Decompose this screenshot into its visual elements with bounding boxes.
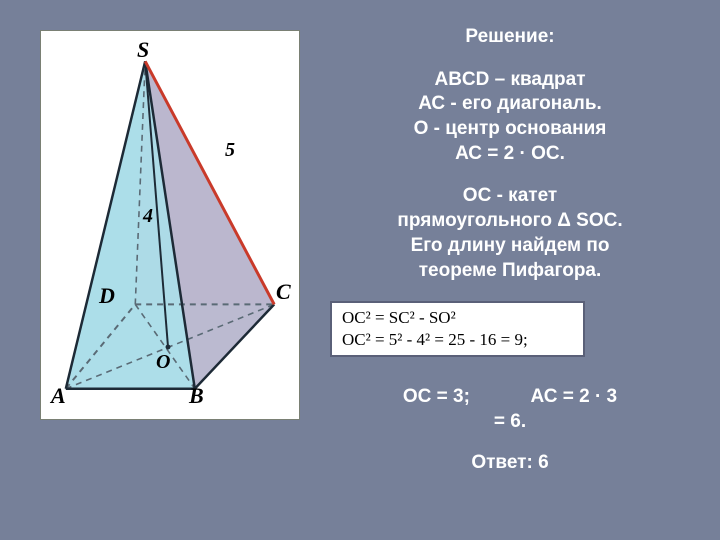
solution-line: прямоугольного Δ SОС. xyxy=(330,209,690,234)
answer: Ответ: 6 xyxy=(330,451,690,476)
solution-line: АС = 2 · ОС. xyxy=(330,142,690,167)
formula-line-2: OC² = 5² - 4² = 25 - 16 = 9; xyxy=(342,329,573,351)
result-line: ОС = 3; АС = 2 · 3 = 6. xyxy=(330,385,690,434)
edge-SC-length: 5 xyxy=(225,139,235,162)
pyramid-figure: S A B C D O 5 4 xyxy=(40,30,300,420)
solution-line: АС - его диагональ. xyxy=(330,92,690,117)
height-SO-length: 4 xyxy=(143,205,153,228)
solution-line: теореме Пифагора. xyxy=(330,259,690,284)
result-ac-2: = 6. xyxy=(494,411,526,432)
formula-line-1: OC² = SC² - SO² xyxy=(342,307,573,329)
formula-box: OC² = SC² - SO² OC² = 5² - 4² = 25 - 16 … xyxy=(330,301,585,357)
solution-line: ОС - катет xyxy=(330,184,690,209)
solution-line: Его длину найдем по xyxy=(330,234,690,259)
vertex-B: B xyxy=(189,383,204,409)
result-ac-1: АС = 2 · 3 xyxy=(530,386,617,407)
solution-text: Решение: ABCD – квадрат АС - его диагона… xyxy=(320,0,720,540)
solution-line: ABCD – квадрат xyxy=(330,68,690,93)
vertex-S: S xyxy=(137,37,149,63)
vertex-C: C xyxy=(276,279,291,305)
vertex-D: D xyxy=(99,283,115,309)
vertex-O: O xyxy=(156,351,170,374)
result-oc: ОС = 3; xyxy=(403,386,470,407)
vertex-A: A xyxy=(51,383,66,409)
solution-line: О - центр основания xyxy=(330,117,690,142)
solution-heading: Решение: xyxy=(330,25,690,50)
